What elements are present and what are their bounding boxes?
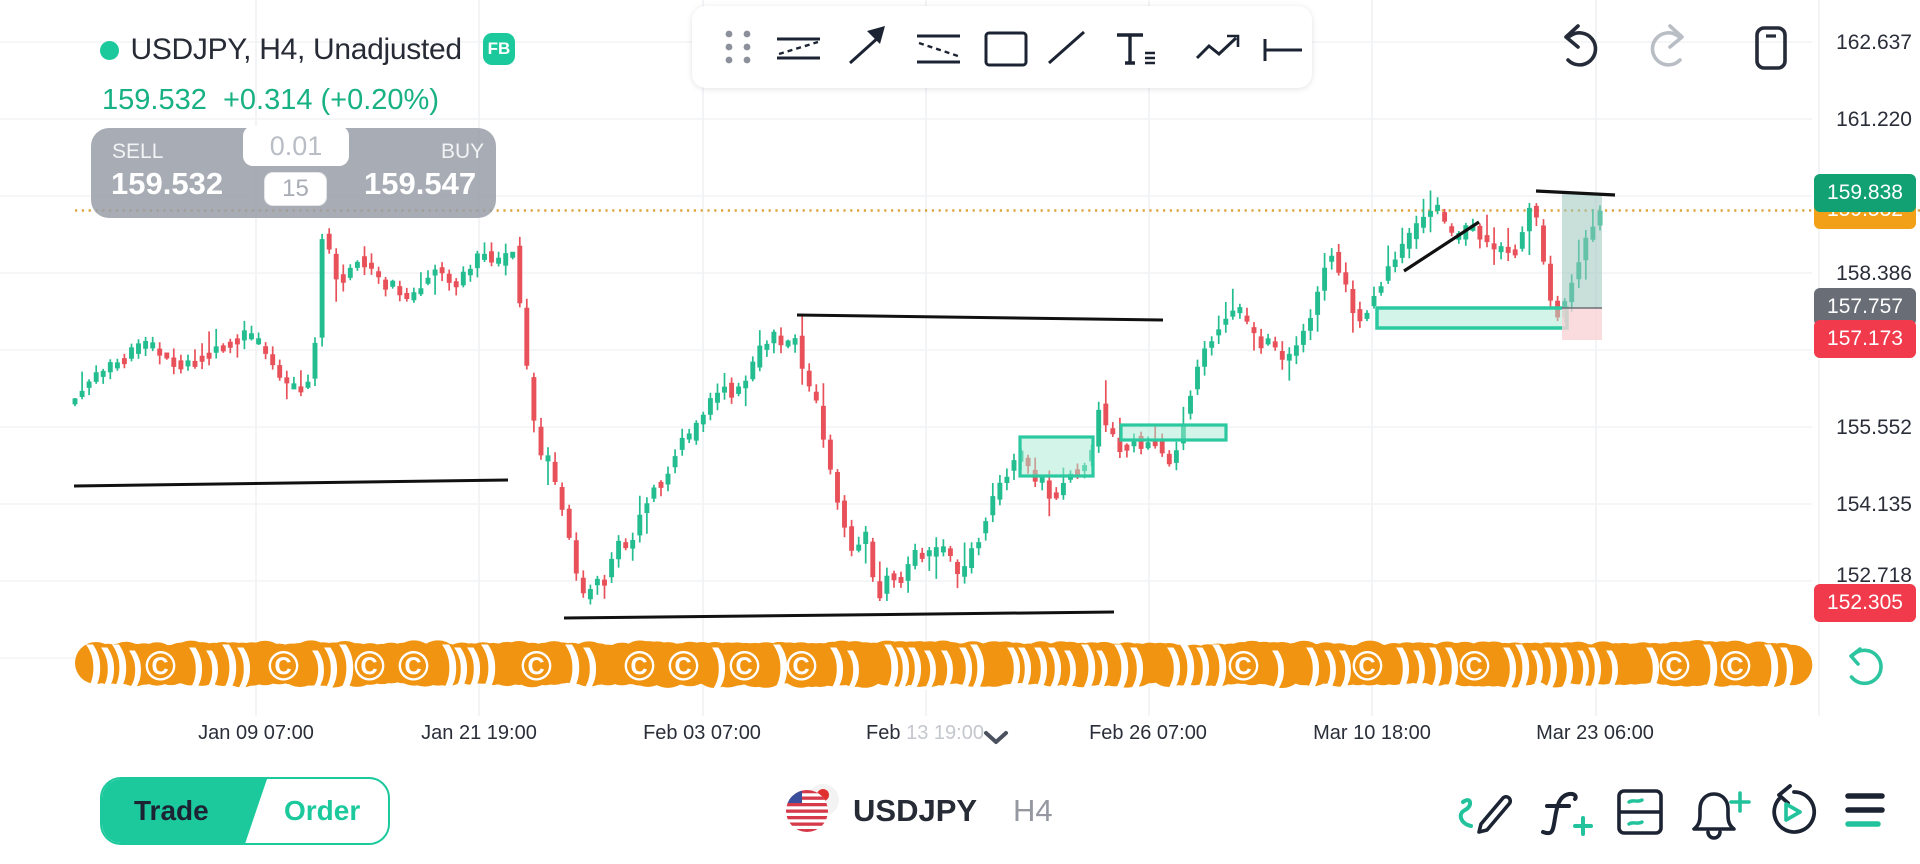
svg-text:): ): [1503, 639, 1518, 691]
svg-text:): ): [339, 636, 356, 692]
svg-text:©: ©: [1459, 642, 1490, 689]
svg-text:): ): [1306, 639, 1321, 691]
svg-text:): ): [324, 639, 339, 691]
svg-text:): ): [830, 639, 845, 691]
svg-text:): ): [1703, 636, 1720, 692]
svg-text:): ): [908, 639, 923, 691]
svg-text:©: ©: [1659, 642, 1690, 689]
svg-text:): ): [1445, 639, 1460, 691]
svg-text:©: ©: [729, 642, 760, 689]
svg-text:): ): [1034, 639, 1049, 691]
svg-text:): ): [1577, 643, 1591, 690]
svg-text:): ): [1212, 636, 1229, 692]
svg-text:): ): [1764, 636, 1781, 692]
svg-text:): ): [884, 636, 901, 692]
svg-text:): ): [1272, 643, 1286, 690]
svg-text:©: ©: [624, 642, 655, 689]
svg-text:): ): [1324, 643, 1338, 690]
svg-text:©: ©: [668, 642, 699, 689]
svg-text:): ): [86, 636, 103, 692]
svg-text:): ): [1646, 639, 1661, 691]
svg-text:): ): [924, 643, 938, 690]
svg-text:): ): [1606, 643, 1620, 690]
svg-text:): ): [1780, 639, 1795, 691]
svg-text:©: ©: [786, 642, 817, 689]
svg-text:): ): [1114, 636, 1131, 692]
svg-text:): ): [1081, 636, 1098, 692]
svg-text:): ): [1018, 639, 1033, 691]
svg-text:): ): [773, 636, 790, 692]
svg-text:): ): [896, 639, 911, 691]
svg-text:): ): [467, 639, 482, 691]
svg-text:): ): [454, 639, 469, 691]
svg-text:): ): [237, 639, 252, 691]
svg-text:): ): [1560, 639, 1575, 691]
svg-text:): ): [1096, 643, 1110, 690]
svg-text:©: ©: [398, 642, 429, 689]
svg-text:): ): [1130, 639, 1145, 691]
svg-text:): ): [1339, 643, 1353, 690]
svg-text:): ): [112, 636, 129, 692]
svg-text:): ): [712, 639, 727, 691]
svg-text:): ): [442, 636, 459, 692]
svg-text:): ): [1588, 639, 1603, 691]
svg-text:): ): [312, 643, 326, 690]
svg-text:): ): [129, 643, 143, 690]
svg-text:): ): [565, 636, 582, 692]
svg-text:©: ©: [268, 642, 299, 689]
svg-text:): ): [970, 636, 987, 692]
svg-text:): ): [583, 639, 598, 691]
svg-text:©: ©: [1228, 642, 1259, 689]
svg-text:): ): [1429, 639, 1444, 691]
svg-text:©: ©: [145, 642, 176, 689]
svg-text:): ): [222, 636, 239, 692]
svg-text:©: ©: [1352, 642, 1383, 689]
svg-text:): ): [959, 639, 974, 691]
svg-text:): ): [1544, 639, 1559, 691]
svg-text:): ): [1064, 643, 1078, 690]
svg-text:): ): [1167, 639, 1182, 691]
svg-text:©: ©: [1720, 642, 1751, 689]
svg-text:©: ©: [354, 642, 385, 689]
svg-text:): ): [1413, 643, 1427, 690]
svg-text:): ): [941, 643, 955, 690]
svg-text:): ): [1180, 636, 1197, 692]
svg-text:): ): [206, 643, 220, 690]
svg-text:): ): [1007, 639, 1022, 691]
svg-text:): ): [1196, 639, 1211, 691]
svg-text:): ): [847, 643, 861, 690]
svg-text:©: ©: [521, 642, 552, 689]
svg-text:): ): [101, 639, 116, 691]
svg-text:): ): [1396, 639, 1411, 691]
svg-text:): ): [1048, 639, 1063, 691]
svg-text:): ): [189, 639, 204, 691]
svg-text:): ): [1531, 643, 1545, 690]
svg-text:): ): [481, 636, 498, 692]
svg-text:): ): [1515, 636, 1532, 692]
